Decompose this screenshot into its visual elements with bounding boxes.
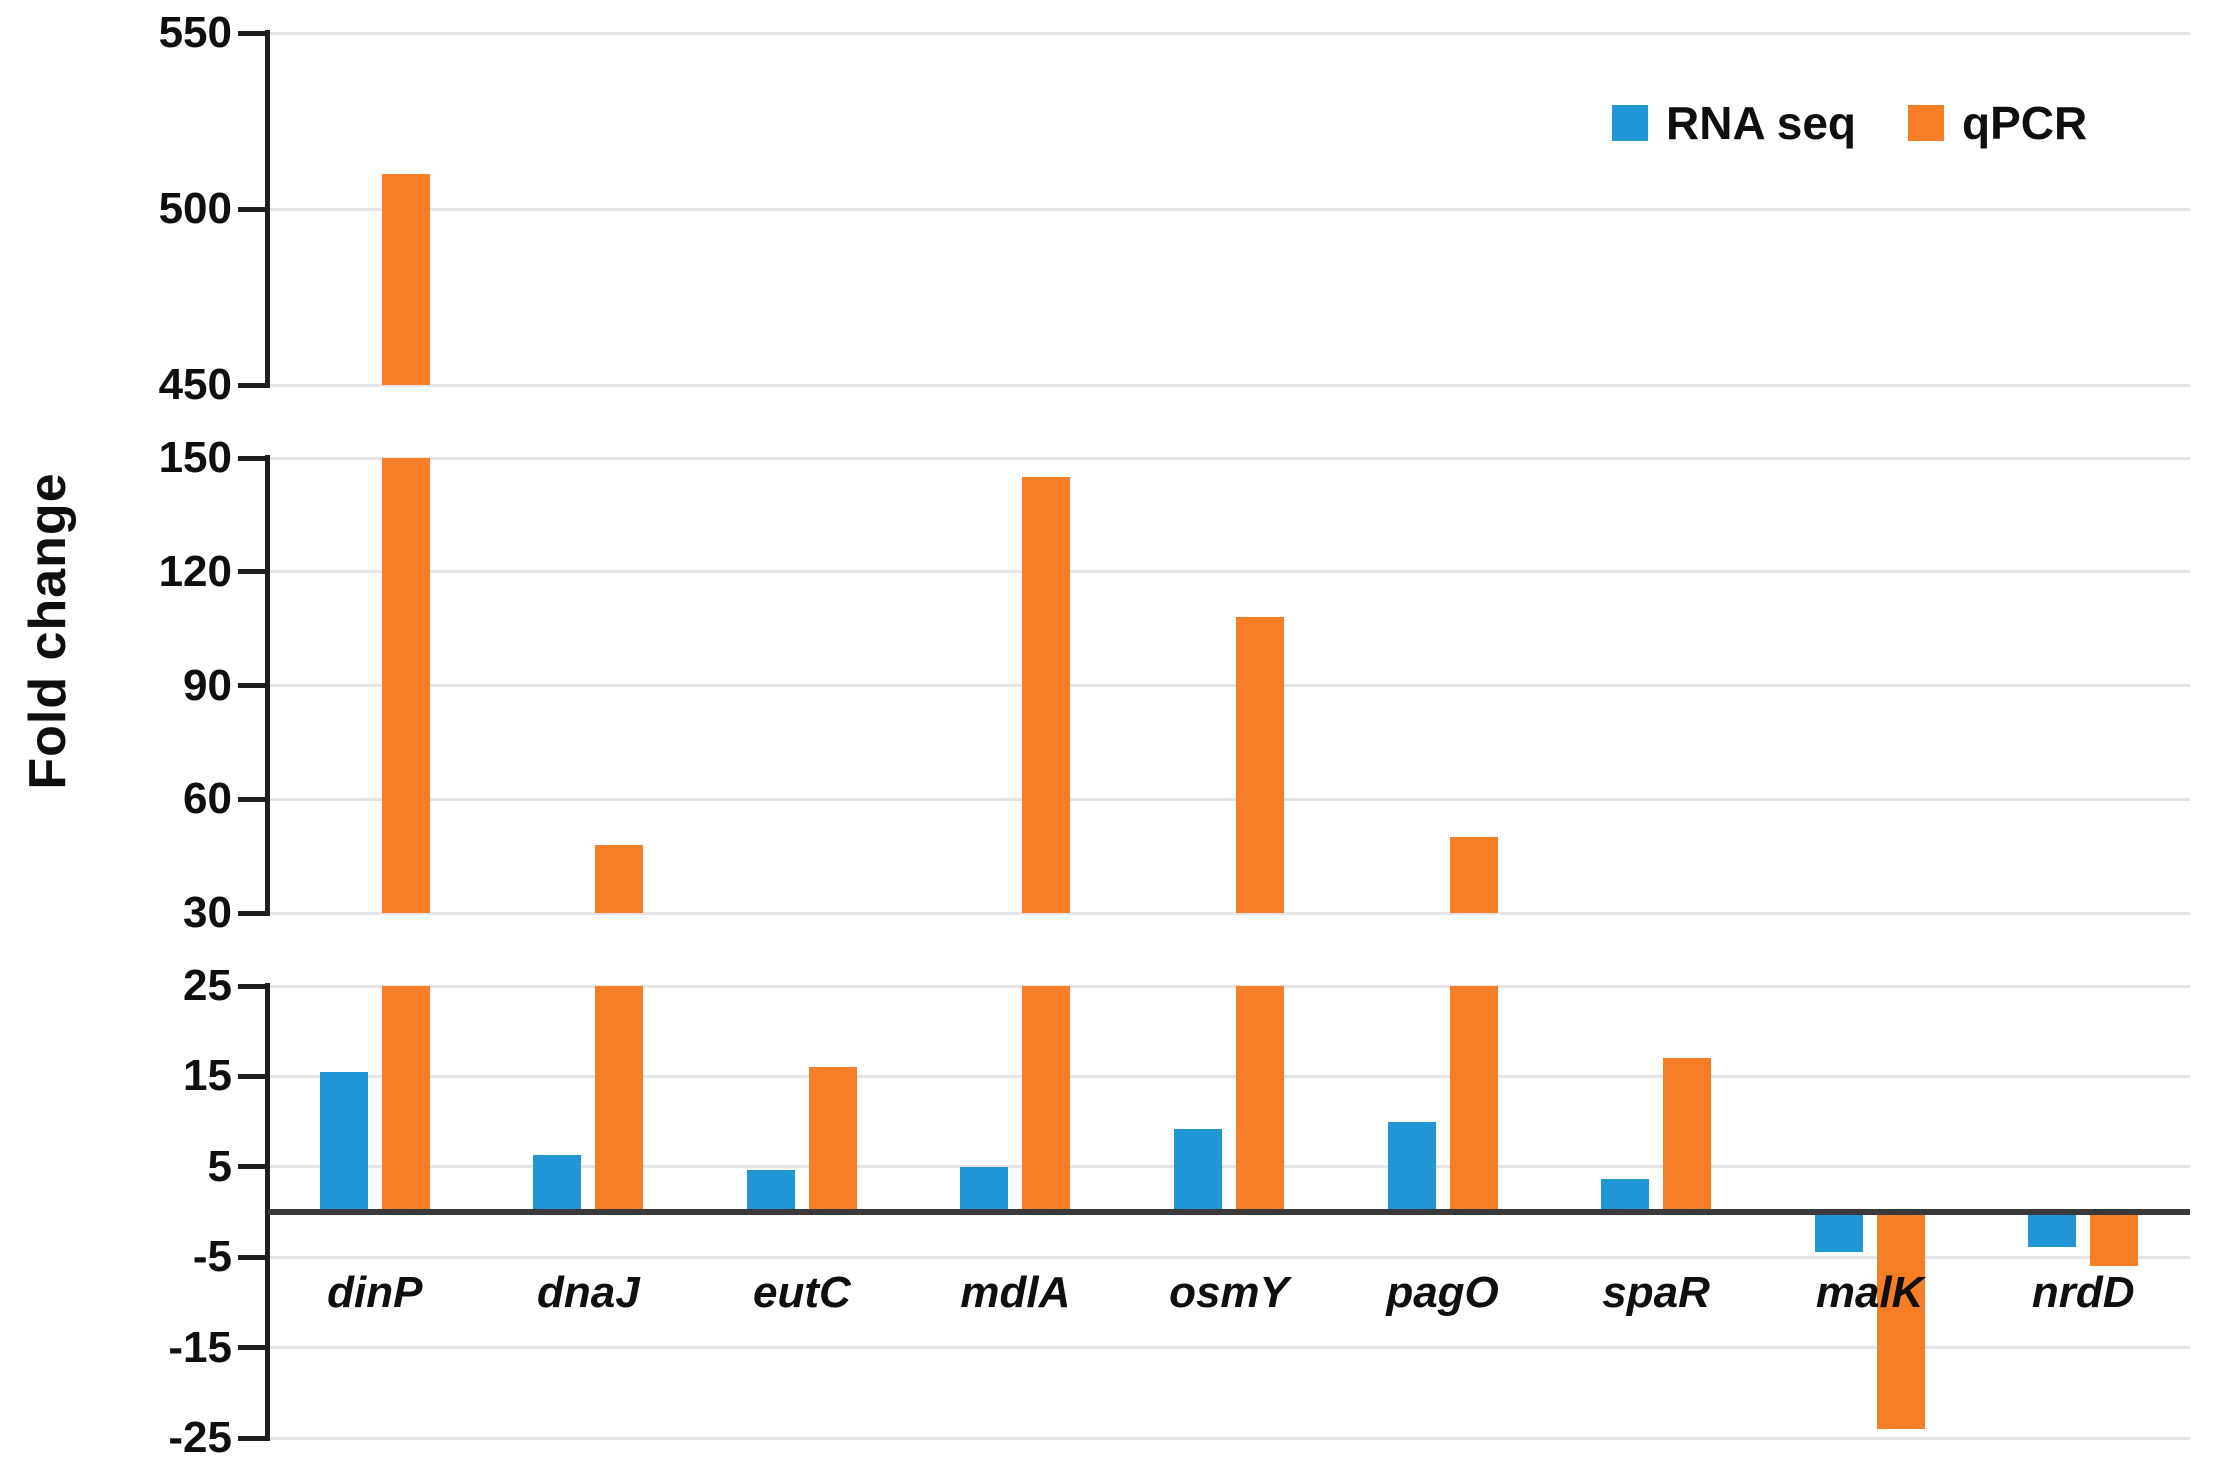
gridline xyxy=(268,984,2190,988)
y-axis-segment-line xyxy=(265,30,270,388)
x-label-osmy: osmY xyxy=(1169,1268,1289,1317)
y-tick-label: 550 xyxy=(158,8,232,57)
bar-rna-seq-mdla xyxy=(960,1166,1009,1212)
y-axis-tick xyxy=(238,796,270,802)
gridline xyxy=(268,31,2190,35)
y-axis-segment-line xyxy=(265,983,270,1441)
bar-qpcr-dinp xyxy=(381,458,430,913)
bar-qpcr-spar xyxy=(1663,1058,1712,1212)
gridline xyxy=(268,911,2190,915)
y-tick-label: 500 xyxy=(158,184,232,233)
bar-qpcr-eutc xyxy=(808,1067,857,1212)
y-tick-label: 120 xyxy=(158,546,232,596)
x-label-nrdd: nrdD xyxy=(2031,1268,2135,1317)
gridline xyxy=(268,1074,2190,1078)
y-tick-label: 15 xyxy=(183,1051,232,1101)
x-axis-zero-line xyxy=(268,1209,2190,1215)
legend-item-qpcr: qPCR xyxy=(1908,100,2087,146)
x-label-mdla: mdlA xyxy=(960,1268,1071,1317)
bar-qpcr-pago xyxy=(1449,986,1498,1212)
gridline xyxy=(268,570,2190,574)
y-axis-segment-line xyxy=(265,455,270,916)
x-label-eutc: eutC xyxy=(752,1268,851,1317)
y-tick-label: -5 xyxy=(192,1232,232,1282)
y-axis-tick xyxy=(238,1073,270,1079)
gridline xyxy=(268,1255,2190,1259)
rna-seq-swatch xyxy=(1612,105,1648,141)
y-tick-label: 25 xyxy=(183,961,232,1010)
y-tick-label: -15 xyxy=(168,1322,232,1372)
bar-rna-seq-dinp xyxy=(319,1071,368,1212)
bar-qpcr-mdla xyxy=(1022,986,1071,1212)
bar-qpcr-mdla xyxy=(1022,476,1071,913)
y-tick-label: 5 xyxy=(207,1141,232,1191)
bar-qpcr-osmy xyxy=(1236,986,1284,1212)
bar-qpcr-pago xyxy=(1449,837,1498,913)
bar-qpcr-dinp xyxy=(381,173,430,385)
bar-qpcr-osmy xyxy=(1236,617,1284,913)
x-label-dinp: dinP xyxy=(327,1268,423,1317)
y-axis-tick xyxy=(238,206,270,212)
gridline xyxy=(268,383,2190,387)
y-axis-tick xyxy=(238,683,270,688)
y-tick-label: 30 xyxy=(183,888,232,937)
y-tick-label: -25 xyxy=(168,1413,232,1462)
bar-rna-seq-dnaj xyxy=(533,1155,582,1212)
rna-seq-legend-label: RNA seq xyxy=(1666,97,1856,149)
y-axis-tick xyxy=(238,910,270,916)
y-tick-label: 90 xyxy=(183,660,232,710)
bar-qpcr-dinp xyxy=(381,986,430,1212)
y-axis-tick xyxy=(238,382,270,388)
bar-rna-seq-spar xyxy=(1601,1178,1650,1212)
y-tick-label: 60 xyxy=(183,774,232,824)
bar-rna-seq-malk xyxy=(1814,1212,1863,1252)
bar-rna-seq-eutc xyxy=(746,1169,795,1212)
gridline xyxy=(268,684,2190,687)
y-axis-tick xyxy=(238,1164,270,1170)
qpcr-legend-label: qPCR xyxy=(1962,97,2088,149)
gridline xyxy=(268,797,2190,801)
y-tick-label: 150 xyxy=(158,433,232,482)
bar-rna-seq-osmy xyxy=(1174,1128,1222,1212)
gridline xyxy=(268,1346,2190,1350)
x-label-pago: pagO xyxy=(1386,1268,1499,1317)
gridline xyxy=(268,1436,2190,1440)
y-axis-tick xyxy=(238,30,270,36)
bar-qpcr-dnaj xyxy=(595,844,644,913)
gridline xyxy=(268,1165,2190,1169)
bar-qpcr-dnaj xyxy=(595,986,644,1212)
y-axis-tick xyxy=(238,983,270,989)
x-label-malk: malK xyxy=(1815,1268,1924,1317)
legend-item-rna-seq: RNA seq xyxy=(1612,100,1856,146)
x-label-dnaj: dnaJ xyxy=(536,1268,640,1317)
y-axis-tick xyxy=(238,1254,270,1260)
bar-qpcr-malk xyxy=(1876,1212,1925,1429)
qpcr-swatch xyxy=(1908,105,1944,141)
gridline xyxy=(268,207,2190,211)
bar-qpcr-nrdd xyxy=(2090,1212,2139,1267)
y-axis-tick xyxy=(238,1435,270,1441)
gridline xyxy=(268,456,2190,460)
y-tick-label: 450 xyxy=(158,360,232,409)
y-axis-tick xyxy=(238,569,270,575)
bar-rna-seq-nrdd xyxy=(2028,1212,2077,1248)
legend: RNA seq qPCR xyxy=(1612,100,2087,146)
y-axis-tick xyxy=(238,1345,270,1351)
x-label-spar: spaR xyxy=(1602,1268,1710,1317)
y-axis-tick xyxy=(238,455,270,461)
bar-rna-seq-pago xyxy=(1387,1121,1436,1212)
